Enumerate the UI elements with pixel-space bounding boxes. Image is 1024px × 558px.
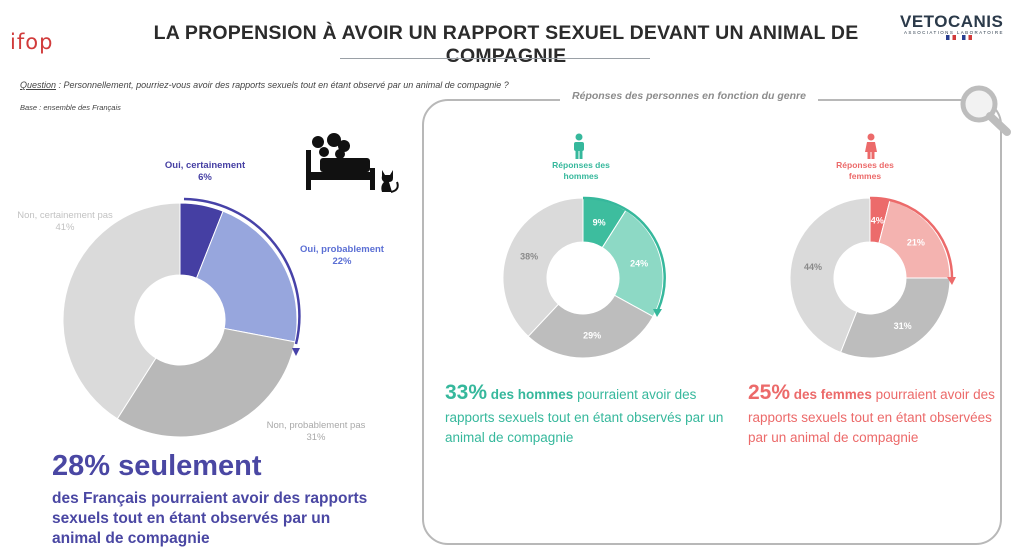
label-non-probablement-text: Non, probablement pas: [266, 420, 366, 431]
donut-label-hommes-0: 9%: [593, 217, 606, 227]
label-oui-probablement-text: Oui, probablement: [300, 244, 384, 255]
label-non-probablement-pct: 31%: [306, 431, 326, 443]
women-arrow-head: [947, 277, 956, 285]
flag-icon: [946, 35, 956, 40]
women-header-line2: femmes: [848, 170, 882, 181]
women-header: Réponses des femmes: [820, 160, 910, 181]
women-donut-chart: 4% 21% 31% 44%: [789, 196, 956, 359]
men-header: Réponses des hommes: [536, 160, 626, 181]
women-summary-bold: des femmes: [790, 387, 872, 402]
donut-label-femmes-1: 21%: [907, 237, 925, 247]
label-non-certainement-text: Non, certainement pas: [17, 210, 113, 221]
men-summary-bold: des hommes: [487, 387, 574, 402]
page-title: LA PROPENSION À AVOIR UN RAPPORT SEXUEL …: [153, 22, 859, 67]
men-summary-pct: 33%: [445, 381, 488, 404]
total-description: des Français pourraient avoir des rappor…: [52, 490, 368, 547]
main-donut-chart: [62, 197, 301, 438]
donut-slice-femmes-3: [789, 197, 871, 354]
men-yes-arc-arrow: [582, 196, 666, 311]
label-non-probablement: Non, probablement pas 31%: [256, 420, 376, 444]
label-non-certainement: Non, certainement pas 41%: [0, 210, 130, 234]
question-text: Question : Personnellement, pourriez-vou…: [20, 80, 509, 90]
label-non-certainement-pct: 41%: [55, 221, 75, 233]
magnifier-icon: [960, 85, 1011, 136]
donut-label-femmes-0: 4%: [871, 215, 884, 225]
panel-title-background: [560, 88, 818, 106]
title-divider: [340, 58, 650, 59]
vetocanis-logo: VETOCANIS: [900, 12, 1004, 31]
bed-couple-icon: [306, 133, 375, 190]
women-yes-arc-arrow: [869, 196, 954, 279]
cat-icon: [381, 170, 399, 193]
men-donut-slices: 9% 24% 29% 38%: [502, 197, 664, 359]
donut-slice-total-1: [195, 210, 298, 343]
donut-slice-hommes-2: [527, 294, 654, 359]
total-headline: 28% seulement: [52, 450, 262, 482]
label-oui-certainement-text: Oui, certainement: [164, 160, 246, 171]
women-summary-text: pourraient avoir des rapports sexuels to…: [748, 387, 995, 445]
women-donut-slices: 4% 21% 31% 44%: [789, 197, 951, 359]
label-oui-certainement: Oui, certainement 6%: [160, 160, 250, 184]
donut-label-femmes-3: 44%: [804, 262, 822, 272]
donut-label-hommes-1: 24%: [630, 259, 648, 269]
donut-label-hommes-3: 38%: [520, 252, 538, 262]
male-person-icon: [574, 133, 584, 159]
men-donut-chart: 9% 24% 29% 38%: [502, 196, 666, 359]
women-summary-pct: 25%: [748, 381, 791, 404]
base-text: Base : ensemble des Français: [20, 103, 121, 112]
female-person-icon: [865, 133, 877, 159]
donut-label-hommes-2: 29%: [583, 330, 601, 340]
flag-icon: [962, 35, 972, 40]
men-summary: 33% des hommes pourraient avoir des rapp…: [445, 378, 725, 448]
women-header-line1: Réponses des: [836, 160, 894, 170]
ifop-logo: ifop: [10, 30, 54, 54]
men-summary-text: pourraient avoir des rapports sexuels to…: [445, 387, 724, 445]
donut-slice-total-2: [116, 327, 296, 438]
vetocanis-logo-subtitle: ASSOCIATIONS LABORATOIRE: [904, 30, 1004, 35]
label-oui-probablement: Oui, probablement 22%: [292, 244, 392, 268]
main-donut-slices: [62, 202, 298, 438]
main-yes-arc-arrow: [183, 197, 301, 345]
panel-title: Réponses des personnes en fonction du ge…: [572, 90, 806, 102]
donut-label-femmes-2: 31%: [894, 321, 912, 331]
donut-slice-hommes-3: [502, 197, 584, 338]
question-label: Question: [20, 80, 57, 90]
main-arrow-head: [292, 348, 300, 356]
label-oui-certainement-pct: 6%: [198, 171, 212, 183]
question-body: : Personnellement, pourriez-vous avoir d…: [56, 80, 509, 90]
men-header-line1: Réponses des: [552, 160, 610, 170]
men-arrow-head: [653, 309, 662, 317]
women-summary: 25% des femmes pourraient avoir des rapp…: [748, 378, 998, 448]
donut-slice-femmes-2: [839, 277, 951, 359]
label-oui-probablement-pct: 22%: [332, 255, 352, 267]
men-header-line2: hommes: [563, 170, 599, 181]
donut-slice-total-3: [62, 202, 181, 420]
